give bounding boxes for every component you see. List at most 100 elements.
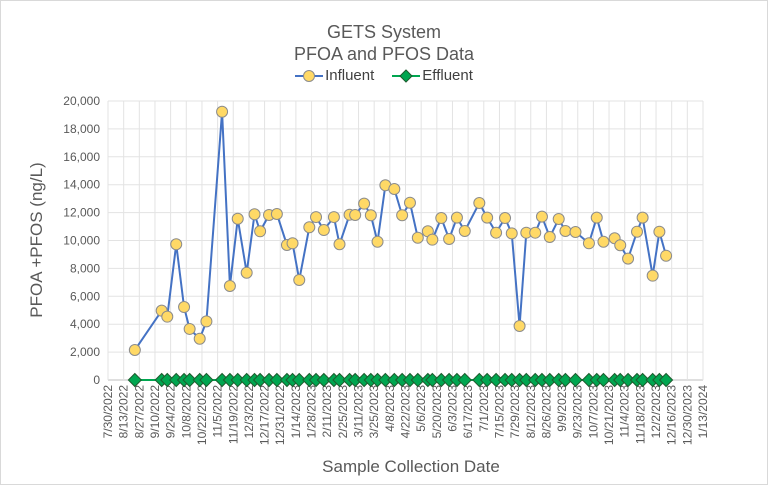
x-tick-label: 12/2/2023: [649, 385, 663, 439]
influent-point: [317, 224, 330, 237]
influent-point: [333, 238, 346, 251]
influent-point: [631, 225, 644, 238]
influent-point: [499, 212, 512, 225]
y-tick-label: 4,000: [70, 317, 100, 331]
x-tick-label: 11/4/2023: [618, 385, 632, 438]
x-tick-label: 4/22/2023: [399, 385, 413, 439]
x-tick-label: 11/18/2023: [633, 385, 647, 444]
influent-point: [270, 207, 283, 220]
x-tick-label: 8/13/2022: [117, 385, 131, 439]
influent-point: [231, 212, 244, 225]
influent-point: [388, 183, 401, 196]
influent-point: [535, 210, 548, 223]
x-tick-label: 10/22/2022: [195, 385, 209, 445]
x-tick-label: 8/12/2023: [524, 385, 538, 439]
y-tick-label: 10,000: [63, 234, 100, 248]
y-tick-label: 18,000: [63, 122, 100, 136]
legend: Influent Effluent: [0, 68, 768, 84]
influent-point: [371, 235, 384, 248]
x-tick-label: 9/10/2022: [148, 385, 162, 439]
influent-legend-marker: [295, 70, 324, 82]
influent-point: [426, 233, 439, 246]
x-tick-label: 1/28/2023: [305, 385, 319, 439]
influent-point: [543, 231, 556, 244]
influent-point: [303, 221, 316, 234]
x-tick-label: 1/14/2023: [289, 385, 303, 439]
y-tick-label: 16,000: [63, 150, 100, 164]
x-tick-label: 9/9/2023: [555, 385, 569, 432]
influent-point: [411, 231, 424, 244]
influent-point: [286, 237, 299, 250]
x-tick-label: 12/17/2022: [258, 385, 272, 445]
y-axis-title: PFOA +PFOS (ng/L): [27, 162, 46, 317]
x-tick-label: 9/24/2022: [164, 385, 178, 439]
influent-point: [223, 279, 236, 292]
x-tick-label: 7/30/2022: [101, 385, 115, 439]
influent-point: [490, 226, 503, 239]
influent-point: [552, 213, 565, 226]
influent-point: [327, 211, 340, 224]
x-tick-label: 12/3/2022: [242, 385, 256, 439]
influent-line: [134, 111, 668, 351]
y-tick-label: 20,000: [63, 94, 100, 108]
x-tick-label: 10/21/2023: [602, 385, 616, 445]
influent-point: [569, 225, 582, 238]
x-tick-label: 7/15/2023: [492, 385, 506, 439]
influent-point: [293, 273, 306, 286]
x-tick-label: 12/16/2023: [665, 385, 679, 445]
x-tick-label: 7/1/2023: [477, 385, 491, 432]
effluent-point: [635, 372, 650, 388]
effluent-point: [316, 372, 332, 388]
influent-point: [216, 105, 229, 118]
x-tick-label: 2/11/2023: [320, 385, 334, 438]
influent-point: [653, 225, 666, 238]
influent-point: [559, 225, 572, 238]
x-tick-label: 8/27/2022: [132, 385, 146, 439]
influent-point: [443, 232, 456, 245]
x-tick-label: 8/26/2023: [539, 385, 553, 439]
x-tick-label: 7/29/2023: [508, 385, 522, 439]
influent-point: [200, 315, 213, 328]
influent-point: [646, 269, 659, 282]
legend-label-effluent: Effluent: [422, 67, 473, 84]
x-axis-title: Sample Collection Date: [322, 457, 500, 476]
influent-point: [473, 196, 486, 209]
influent-point: [248, 208, 261, 221]
y-tick-label: 2,000: [70, 345, 100, 359]
influent-point: [310, 211, 323, 224]
effluent-point: [127, 372, 143, 388]
influent-point: [597, 235, 610, 248]
effluent-point: [332, 372, 347, 388]
x-tick-label: 5/20/2023: [430, 385, 444, 439]
influent-point: [128, 344, 141, 357]
effluent-point: [658, 372, 674, 388]
influent-point: [170, 238, 183, 251]
x-tick-label: 6/17/2023: [461, 385, 475, 439]
effluent-point: [558, 372, 573, 388]
influent-point: [161, 310, 174, 323]
legend-item-influent: Influent: [295, 68, 374, 84]
influent-point: [403, 196, 416, 209]
x-tick-label: 3/25/2023: [367, 385, 381, 439]
y-tick-label: 8,000: [70, 261, 100, 275]
influent-point: [458, 225, 471, 238]
x-tick-label: 11/19/2022: [226, 385, 240, 444]
effluent-point: [182, 372, 197, 388]
x-tick-label: 9/23/2023: [571, 385, 585, 439]
y-tick-label: 12,000: [63, 206, 100, 220]
legend-label-influent: Influent: [325, 67, 375, 84]
x-tick-label: 2/25/2023: [336, 385, 350, 439]
influent-point: [614, 239, 627, 252]
chart-title: GETS System: [326, 22, 442, 42]
x-tick-label: 12/30/2023: [680, 385, 694, 445]
effluent-point: [596, 372, 611, 388]
effluent-point: [199, 372, 214, 388]
influent-point: [358, 197, 371, 210]
y-tick-label: 6,000: [70, 289, 100, 303]
influent-point: [622, 252, 635, 265]
x-tick-label: 1/13/2024: [696, 385, 710, 439]
influent-point: [349, 208, 362, 221]
x-tick-label: 11/5/2022: [211, 385, 225, 438]
effluent-legend-marker: [392, 69, 421, 83]
influent-point: [183, 322, 196, 335]
